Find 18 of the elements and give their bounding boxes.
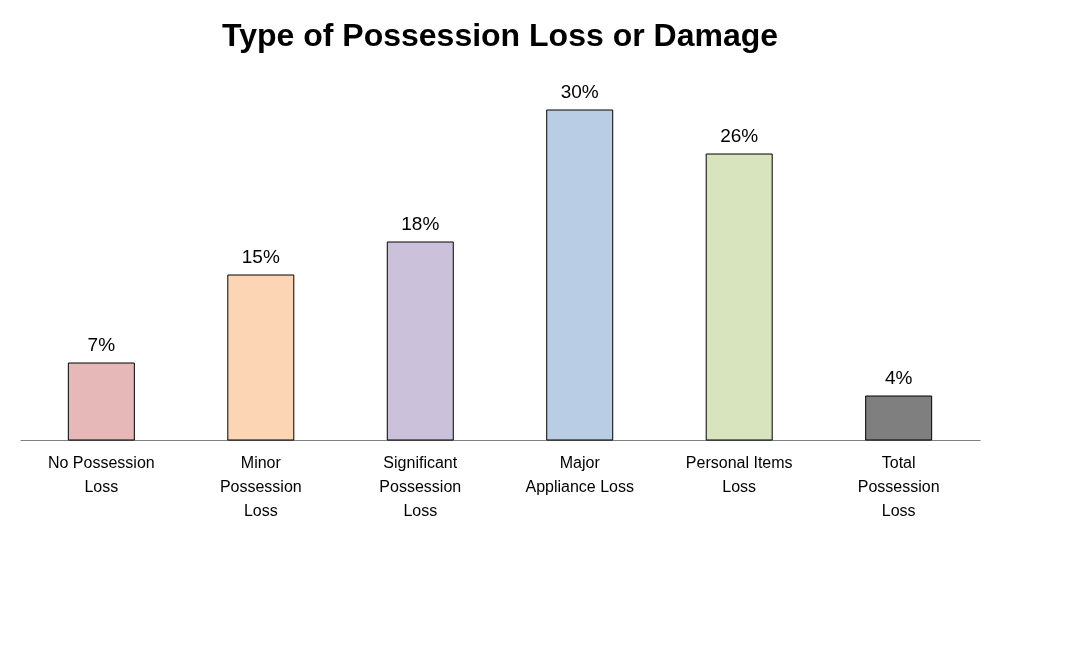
data-label: 4%: [884, 367, 913, 388]
x-tick-label: Personal Items Loss: [685, 453, 793, 495]
x-tick-label: Total Possession Loss: [857, 453, 940, 519]
bar: [227, 274, 295, 441]
bar: [67, 362, 135, 441]
x-tick-label: Significant Possession Loss: [379, 453, 462, 519]
bar: [705, 153, 773, 441]
chart-title: Type of Possession Loss or Damage: [221, 17, 779, 53]
x-tick-label: Minor Possession Loss: [219, 453, 302, 519]
data-label: 7%: [87, 334, 116, 355]
data-label: 30%: [560, 81, 599, 102]
bar: [386, 241, 454, 441]
x-tick-label: Major Appliance Loss: [525, 453, 634, 495]
bar: [546, 109, 614, 441]
data-label: 18%: [401, 213, 440, 234]
x-tick-label: No Possession Loss: [47, 453, 155, 495]
data-label: 26%: [720, 125, 759, 146]
data-label: 15%: [241, 246, 280, 267]
